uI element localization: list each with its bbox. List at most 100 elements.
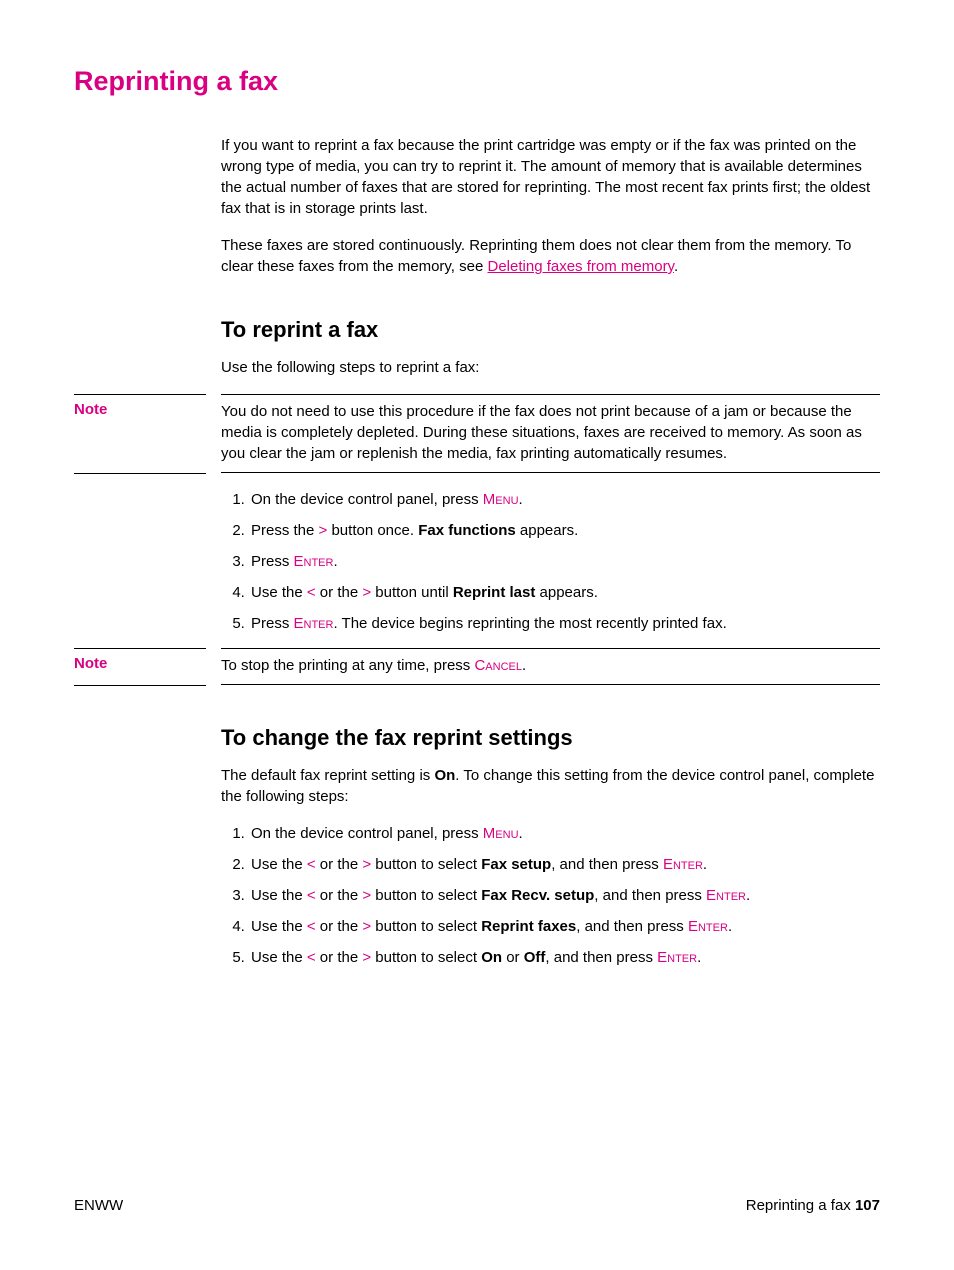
note-body-2: To stop the printing at any time, press … xyxy=(221,648,880,685)
footer-left: ENWW xyxy=(74,1197,123,1214)
text-span: , and then press xyxy=(576,918,688,935)
steps-list-1: On the device control panel, press Menu.… xyxy=(221,489,880,634)
enter-key: Enter xyxy=(688,918,728,935)
text-span: . xyxy=(674,258,678,275)
cancel-key: Cancel xyxy=(474,657,522,674)
text-span: or the xyxy=(316,918,363,935)
text-span: Press the xyxy=(251,522,319,539)
note-block-2: Note To stop the printing at any time, p… xyxy=(221,648,880,685)
gt-symbol: > xyxy=(362,918,371,935)
text-span: On the device control panel, press xyxy=(251,825,483,842)
text-span: On the device control panel, press xyxy=(251,491,483,508)
step-item: On the device control panel, press Menu. xyxy=(249,489,880,510)
text-span: or the xyxy=(316,949,363,966)
gt-symbol: > xyxy=(362,856,371,873)
menu-key: Menu xyxy=(483,825,519,842)
note-bottom-rule xyxy=(74,685,206,686)
page: Reprinting a fax If you want to reprint … xyxy=(0,0,954,1270)
intro-paragraph-2: These faxes are stored continuously. Rep… xyxy=(221,235,880,277)
text-span: Use the xyxy=(251,918,307,935)
enter-key: Enter xyxy=(294,615,334,632)
text-span: button to select xyxy=(371,887,481,904)
step-item: Use the < or the > button to select Fax … xyxy=(249,854,880,875)
text-span: or xyxy=(502,949,524,966)
text-span: . xyxy=(703,856,707,873)
gt-symbol: > xyxy=(362,584,371,601)
text-span: . xyxy=(519,491,523,508)
enter-key: Enter xyxy=(706,887,746,904)
text-span: , and then press xyxy=(545,949,657,966)
bold-text: Off xyxy=(524,949,546,966)
note-block-1: Note You do not need to use this procedu… xyxy=(221,394,880,473)
text-span: The default fax reprint setting is xyxy=(221,767,434,784)
section-heading-change-settings: To change the fax reprint settings xyxy=(221,725,880,751)
text-span: Use the xyxy=(251,887,307,904)
footer-right: Reprinting a fax 107 xyxy=(746,1197,880,1214)
deleting-faxes-link[interactable]: Deleting faxes from memory xyxy=(488,258,674,275)
page-number: 107 xyxy=(855,1197,880,1214)
text-span: button once. xyxy=(327,522,418,539)
text-span: appears. xyxy=(535,584,598,601)
text-span: Press xyxy=(251,615,294,632)
step-item: Press the > button once. Fax functions a… xyxy=(249,520,880,541)
note-label: Note xyxy=(74,655,107,672)
lt-symbol: < xyxy=(307,918,316,935)
text-span: . xyxy=(522,657,526,674)
text-span: , and then press xyxy=(594,887,706,904)
text-span: . xyxy=(728,918,732,935)
intro-paragraph-1: If you want to reprint a fax because the… xyxy=(221,135,880,219)
enter-key: Enter xyxy=(294,553,334,570)
text-span: , and then press xyxy=(551,856,663,873)
bold-text: On xyxy=(434,767,455,784)
note-bottom-rule-wrap xyxy=(74,473,206,474)
page-title: Reprinting a fax xyxy=(74,66,880,97)
bold-text: Fax Recv. setup xyxy=(481,887,594,904)
menu-key: Menu xyxy=(483,491,519,508)
lt-symbol: < xyxy=(307,856,316,873)
bold-text: Fax setup xyxy=(481,856,551,873)
step-item: Press Enter. The device begins reprintin… xyxy=(249,613,880,634)
note-top-rule xyxy=(74,394,206,395)
text-span: or the xyxy=(316,584,363,601)
bold-text: On xyxy=(481,949,502,966)
footer-section-title: Reprinting a fax xyxy=(746,1197,851,1214)
note-label: Note xyxy=(74,401,107,418)
step-item: Use the < or the > button to select Fax … xyxy=(249,885,880,906)
text-span: Press xyxy=(251,553,294,570)
gt-symbol: > xyxy=(362,949,371,966)
text-span: button until xyxy=(371,584,453,601)
text-span: button to select xyxy=(371,918,481,935)
text-span: . xyxy=(746,887,750,904)
gt-symbol: > xyxy=(362,887,371,904)
note-bottom-rule xyxy=(74,473,206,474)
text-span: . xyxy=(519,825,523,842)
text-span: appears. xyxy=(516,522,579,539)
note-label-column: Note xyxy=(74,648,206,673)
bold-text: Reprint faxes xyxy=(481,918,576,935)
text-span: Use the xyxy=(251,949,307,966)
text-span: . The device begins reprinting the most … xyxy=(333,615,726,632)
bold-text: Fax functions xyxy=(418,522,516,539)
enter-key: Enter xyxy=(657,949,697,966)
step-item: Use the < or the > button to select On o… xyxy=(249,947,880,968)
note-top-rule xyxy=(74,648,206,649)
lt-symbol: < xyxy=(307,887,316,904)
note-body-1: You do not need to use this procedure if… xyxy=(221,394,880,473)
bold-text: Reprint last xyxy=(453,584,536,601)
text-span: button to select xyxy=(371,856,481,873)
gt-symbol: > xyxy=(319,522,328,539)
step-item: Use the < or the > button to select Repr… xyxy=(249,916,880,937)
section1-intro: Use the following steps to reprint a fax… xyxy=(221,357,880,378)
step-item: Press Enter. xyxy=(249,551,880,572)
step-item: On the device control panel, press Menu. xyxy=(249,823,880,844)
text-span: or the xyxy=(316,887,363,904)
text-span: . xyxy=(697,949,701,966)
text-span: Use the xyxy=(251,856,307,873)
text-span: button to select xyxy=(371,949,481,966)
steps-list-2: On the device control panel, press Menu.… xyxy=(221,823,880,968)
text-span: . xyxy=(333,553,337,570)
content-column: If you want to reprint a fax because the… xyxy=(221,135,880,968)
step-item: Use the < or the > button until Reprint … xyxy=(249,582,880,603)
lt-symbol: < xyxy=(307,949,316,966)
section-heading-reprint: To reprint a fax xyxy=(221,317,880,343)
